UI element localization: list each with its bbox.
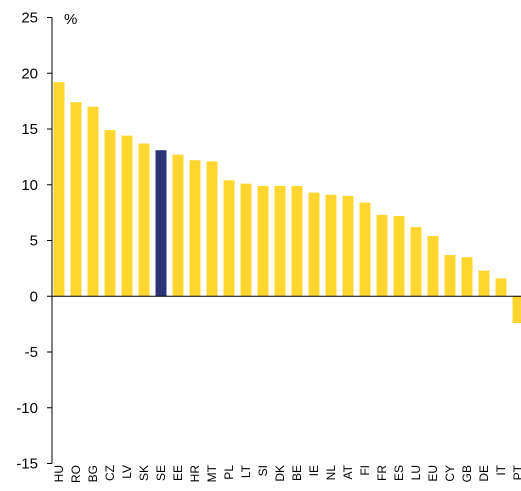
x-tick-label-ro: RO [69, 465, 83, 483]
x-tick-label-de: DE [477, 465, 491, 482]
x-tick-label-se: SE [154, 465, 168, 481]
y-tick-label: 0 [30, 288, 38, 305]
bar-be [291, 185, 303, 297]
x-tick-label-ie: IE [307, 465, 321, 476]
x-tick-label-nl: NL [324, 465, 338, 481]
x-tick-label-bg: BG [86, 465, 100, 482]
x-tick-label-cy: CY [443, 465, 457, 482]
x-tick-label-cz: CZ [103, 465, 117, 481]
x-tick-label-pl: PL [222, 465, 236, 480]
bar-nl [325, 194, 337, 297]
bar-bg [87, 106, 99, 297]
bar-dk [274, 185, 286, 297]
x-tick-label-gb: GB [460, 465, 474, 482]
bar-de [478, 270, 490, 297]
bar-lt [240, 183, 252, 297]
x-tick-label-si: SI [256, 465, 270, 476]
bar-at [342, 195, 354, 297]
bar-pl [223, 180, 235, 297]
bar-hu [53, 82, 65, 297]
bars-group [53, 82, 521, 324]
y-tick-label: 5 [30, 233, 38, 250]
x-tick-label-it: IT [494, 464, 508, 475]
bar-hr [189, 160, 201, 297]
x-tick-label-pt: PT [511, 464, 521, 480]
x-tick-label-fr: FR [375, 465, 389, 481]
x-tick-label-es: ES [392, 465, 406, 481]
x-tick-label-sk: SK [137, 465, 151, 481]
bar-it [495, 278, 507, 297]
bar-ee [172, 154, 184, 297]
x-tick-labels: HU RO BG CZ LV SK SE EE HR MT PL LT SI DK BE IE NL AT FI FR… [52, 464, 521, 483]
y-tick-label: -15 [16, 456, 38, 473]
bar-fi [359, 202, 371, 297]
bar-si [257, 185, 269, 297]
y-tick-label: -5 [25, 344, 38, 361]
x-tick-label-lv: LV [120, 465, 134, 479]
bar-lu [410, 227, 422, 297]
bar-lv [121, 135, 133, 297]
x-tick-label-be: BE [290, 465, 304, 481]
axes-group [47, 17, 521, 464]
bar-cy [444, 254, 456, 297]
x-tick-label-mt: MT [205, 464, 219, 482]
x-tick-label-at: AT [341, 464, 355, 479]
bar-es [393, 215, 405, 297]
bar-ie [308, 192, 320, 297]
bar-fr [376, 214, 388, 297]
y-tick-label: 15 [21, 121, 38, 138]
x-tick-label-lt: LT [239, 464, 253, 478]
x-tick-label-hu: HU [52, 465, 66, 482]
x-tick-label-fi: FI [358, 465, 372, 476]
x-tick-label-ee: EE [171, 465, 185, 481]
y-tick-label: 10 [21, 177, 38, 194]
bar-sk [138, 143, 150, 297]
bar-mt [206, 161, 218, 297]
y-tick-labels: 25 20 15 10 5 0 -5 -10 -15 [16, 10, 38, 473]
x-tick-label-hr: HR [188, 465, 202, 483]
bar-gb [461, 257, 473, 297]
y-tick-label: 25 [21, 10, 38, 27]
y-tick-label: 20 [21, 65, 38, 82]
bar-cz [104, 130, 116, 297]
x-tick-label-eu: EU [426, 465, 440, 482]
bar-pt [512, 296, 521, 324]
x-tick-label-lu: LU [409, 465, 423, 480]
y-tick-label: -10 [16, 400, 38, 417]
x-tick-label-dk: DK [273, 465, 287, 482]
bar-eu [427, 236, 439, 297]
bar-se [155, 150, 167, 297]
y-axis-unit-label: % [64, 11, 77, 28]
bar-ro [70, 102, 82, 297]
